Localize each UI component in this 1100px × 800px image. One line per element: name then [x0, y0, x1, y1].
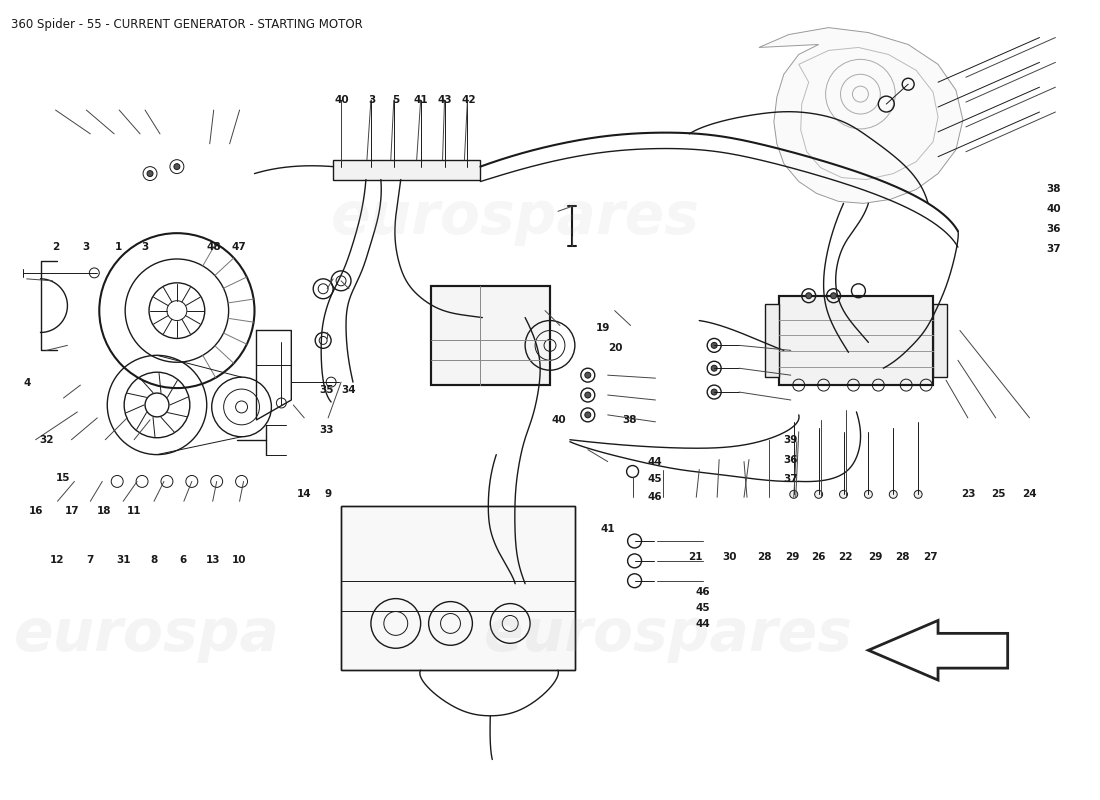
Bar [779, 296, 933, 385]
Text: 41: 41 [601, 524, 615, 534]
Circle shape [914, 490, 922, 498]
Text: 25: 25 [991, 489, 1006, 498]
Text: 3: 3 [142, 242, 148, 253]
Polygon shape [759, 28, 962, 203]
Text: eurospares: eurospares [484, 606, 854, 663]
Text: 33: 33 [319, 425, 334, 435]
Text: 48: 48 [207, 242, 221, 253]
Text: 39: 39 [783, 434, 798, 445]
Bar [933, 304, 947, 377]
Text: 13: 13 [206, 555, 220, 566]
Text: 45: 45 [648, 474, 662, 485]
Text: 29: 29 [868, 552, 882, 562]
Text: 28: 28 [757, 552, 772, 562]
Circle shape [839, 490, 847, 498]
Text: 38: 38 [623, 415, 637, 425]
Circle shape [585, 392, 591, 398]
Bar [430, 286, 550, 385]
Circle shape [805, 293, 812, 298]
Circle shape [174, 164, 180, 170]
Text: 21: 21 [689, 552, 703, 562]
Text: 36: 36 [1046, 224, 1060, 234]
Text: 27: 27 [924, 552, 938, 562]
Circle shape [815, 490, 823, 498]
Text: 7: 7 [87, 555, 94, 566]
Text: 11: 11 [126, 506, 142, 516]
Text: 34: 34 [341, 386, 356, 395]
Text: 40: 40 [1046, 204, 1060, 214]
Text: 32: 32 [40, 434, 54, 445]
Text: 44: 44 [648, 457, 662, 467]
Text: 38: 38 [1046, 185, 1060, 194]
Circle shape [865, 490, 872, 498]
Bar [341, 506, 575, 670]
Text: 3: 3 [368, 94, 375, 105]
Text: 14: 14 [296, 489, 311, 498]
Circle shape [889, 490, 898, 498]
Text: 12: 12 [51, 555, 65, 566]
Text: 37: 37 [783, 474, 799, 485]
Text: 22: 22 [838, 552, 853, 562]
Text: 2: 2 [52, 242, 59, 253]
Circle shape [585, 372, 591, 378]
Circle shape [712, 366, 717, 371]
Text: 28: 28 [895, 552, 910, 562]
Circle shape [147, 170, 153, 177]
Text: 41: 41 [414, 94, 428, 105]
Text: 46: 46 [696, 587, 711, 598]
Bar [333, 160, 481, 179]
Text: 47: 47 [232, 242, 246, 253]
Text: 23: 23 [960, 489, 976, 498]
Text: 30: 30 [723, 552, 737, 562]
Text: 35: 35 [319, 386, 334, 395]
Text: 15: 15 [56, 473, 70, 483]
Text: eurospares: eurospares [331, 189, 700, 246]
Bar [779, 296, 933, 385]
Text: 8: 8 [151, 555, 157, 566]
Text: 3: 3 [82, 242, 89, 253]
Text: 29: 29 [784, 552, 799, 562]
Text: 6: 6 [179, 555, 187, 566]
Circle shape [585, 412, 591, 418]
Text: 37: 37 [1046, 244, 1060, 254]
Text: 43: 43 [438, 94, 452, 105]
Circle shape [712, 342, 717, 348]
Circle shape [712, 389, 717, 395]
Text: 36: 36 [783, 454, 798, 465]
Text: 40: 40 [334, 94, 350, 105]
Text: 360 Spider - 55 - CURRENT GENERATOR - STARTING MOTOR: 360 Spider - 55 - CURRENT GENERATOR - ST… [11, 18, 363, 30]
Text: 31: 31 [116, 555, 131, 566]
Text: 17: 17 [65, 506, 79, 516]
Text: 20: 20 [608, 343, 623, 354]
Text: 1: 1 [116, 242, 122, 253]
Text: 40: 40 [551, 415, 566, 425]
Text: 16: 16 [29, 506, 43, 516]
Text: 18: 18 [97, 506, 112, 516]
Text: 5: 5 [392, 94, 399, 105]
Circle shape [790, 490, 798, 498]
Bar [764, 304, 779, 377]
Bar [430, 286, 550, 385]
Text: 45: 45 [696, 603, 711, 613]
Text: 44: 44 [696, 619, 711, 629]
Text: 26: 26 [811, 552, 825, 562]
Bar [341, 506, 575, 670]
Text: 19: 19 [595, 323, 609, 334]
Circle shape [830, 293, 836, 298]
Text: 24: 24 [1022, 489, 1036, 498]
Text: 46: 46 [648, 492, 662, 502]
Text: 4: 4 [23, 378, 31, 387]
Text: eurospa: eurospa [13, 606, 279, 663]
Text: 42: 42 [462, 94, 476, 105]
Text: 10: 10 [232, 555, 246, 566]
Text: 9: 9 [324, 489, 331, 498]
